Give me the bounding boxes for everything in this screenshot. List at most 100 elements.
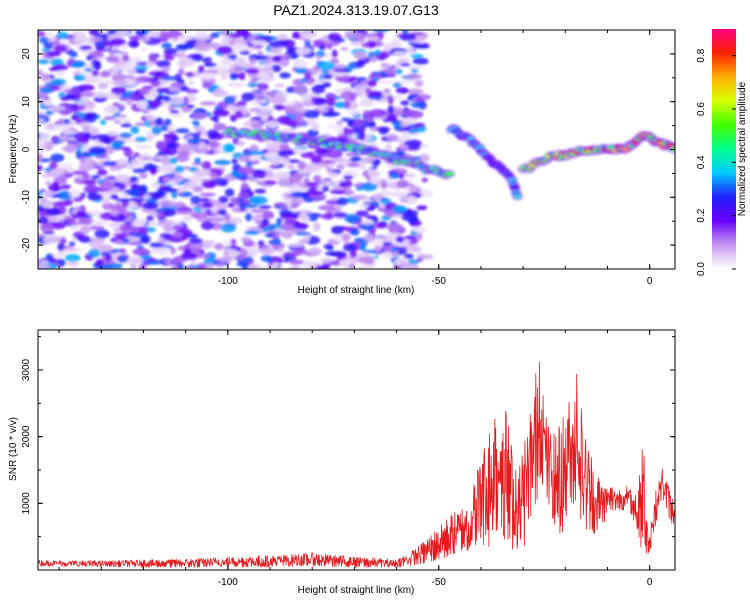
spectrogram-noise-blob: [231, 43, 248, 52]
spectrogram-noise-blob: [360, 157, 375, 164]
spectrogram-noise-blob: [365, 117, 375, 122]
spectrogram-noise-blob: [276, 217, 283, 225]
spectrogram-noise-blob: [277, 150, 292, 156]
spectrogram-noise-blob: [59, 184, 72, 190]
spectrogram-noise-blob: [38, 153, 43, 162]
spectrogram-noise-blob: [273, 171, 291, 180]
spectrogram-noise-blob: [175, 43, 193, 49]
spectrogram-noise-blob: [289, 195, 307, 205]
spectrogram-noise-blob: [228, 249, 240, 257]
spectrogram-noise-blob: [198, 198, 211, 202]
spectrogram-noise-blob: [186, 54, 202, 59]
spectrogram-noise-blob: [241, 204, 259, 209]
spectrogram-noise-blob: [194, 254, 210, 259]
spectrogram-noise-blob: [293, 148, 306, 155]
spectrogram-noise-blob: [257, 240, 265, 246]
spectrogram-noise-blob: [210, 173, 217, 180]
spectrogram-noise-blob: [369, 175, 381, 185]
spectrogram-noise-blob: [342, 175, 354, 180]
spectrogram-noise-blob: [293, 60, 308, 69]
spectrogram-noise-blob: [138, 184, 147, 192]
spectrogram-noise-blob: [273, 104, 285, 111]
spectrogram-noise-blob: [157, 219, 176, 227]
spectrogram-noise-blob: [405, 263, 420, 269]
spectrogram-noise-blob: [104, 145, 115, 155]
spectrogram-noise-blob: [85, 101, 96, 109]
spectrogram-noise-blob: [305, 182, 320, 187]
spectrogram-noise-blob: [291, 250, 305, 256]
spectrogram-noise-blob: [199, 147, 211, 153]
spectrogram-noise-blob: [356, 264, 371, 269]
spectrogram-noise-blob: [57, 118, 65, 127]
spectrogram-noise-blob: [297, 161, 307, 170]
spectrogram-noise-blob: [279, 211, 297, 218]
spectrogram-noise-blob: [421, 177, 428, 183]
spectrogram-noise-blob: [95, 258, 104, 268]
spectrogram-noise-blob: [199, 192, 216, 197]
spectrogram-noise-blob: [139, 172, 148, 179]
spectrogram-noise-blob: [103, 41, 115, 47]
spectrogram-noise-blob: [295, 232, 312, 236]
snr-ytick-label: 2000: [21, 425, 32, 448]
spectrogram-noise-blob: [218, 196, 229, 204]
spectrogram-noise-blob: [103, 202, 111, 210]
spectrogram-noise-blob: [163, 208, 176, 217]
spectrogram-noise-blob: [305, 164, 321, 173]
spectrogram-noise-blob: [357, 161, 366, 170]
spectrogram-noise-blob: [316, 266, 328, 269]
spectrogram-noise-blob: [327, 163, 337, 168]
snr-panel: -100 -50 0 1000 2000 3000 Height of straight …: [8, 329, 676, 596]
spectrogram-noise-blob: [378, 126, 389, 135]
spectrogram-noise-blob: [175, 154, 190, 162]
spectrogram-noise-blob: [248, 57, 257, 65]
spectrogram-noise-blob: [281, 222, 294, 232]
spectrogram-noise-blob: [108, 263, 123, 269]
spectrogram-noise-blob: [109, 209, 120, 216]
spectrogram-noise-blob: [206, 217, 224, 222]
spectrogram-noise-blob: [260, 115, 268, 122]
snr-ytick-label: 1000: [21, 492, 32, 515]
spectrogram-noise-blob: [336, 197, 349, 206]
spectrogram-noise-blob: [171, 190, 178, 199]
spectrogram-noise-blob: [307, 129, 319, 138]
spectrogram-noise-blob: [102, 161, 117, 166]
spectrogram-noise-blob: [250, 122, 264, 130]
spectrogram-noise-blob: [405, 88, 424, 95]
spectrogram-noise-blob: [388, 172, 400, 179]
spectrogram-noise-blob: [386, 222, 403, 232]
spectrogram-noise-blob: [93, 96, 107, 103]
spectrogram-noise-blob: [314, 147, 327, 155]
spectrogram-noise-blob: [264, 233, 276, 238]
spectrogram-noise-blob: [42, 99, 53, 107]
spectrogram-noise-blob: [72, 143, 81, 148]
spectrogram-noise-blob: [182, 166, 190, 170]
spectrogram-noise-blob: [357, 256, 375, 264]
spectrogram-xtick-label: -50: [432, 276, 447, 287]
spectrogram-noise-blob: [245, 213, 253, 222]
spectrogram-noise-blob: [400, 62, 411, 67]
spectrogram-ytick-label: -10: [21, 190, 32, 205]
spectrogram-noise-blob: [386, 133, 399, 141]
spectrogram-noise-blob: [157, 236, 165, 245]
spectrogram-noise-blob: [180, 191, 192, 197]
spectrogram-noise-blob: [399, 57, 411, 64]
spectrogram-noise-blob: [396, 179, 409, 189]
spectrogram-noise-blob: [376, 222, 386, 228]
spectrogram-noise-blob: [151, 247, 164, 253]
spectrogram-noise-blob: [334, 88, 344, 94]
spectrogram-noise-blob: [254, 188, 267, 194]
spectrogram-noise-blob: [227, 68, 243, 74]
spectrogram-noise-blob: [255, 111, 267, 117]
spectrogram-noise-blob: [393, 50, 407, 57]
spectrogram-noise-blob: [319, 45, 326, 51]
spectrogram-noise-blob: [355, 210, 369, 217]
spectrogram-noise-blob: [146, 133, 154, 142]
spectrogram-noise-blob: [359, 100, 375, 107]
spectrogram-noise-blob: [315, 55, 322, 60]
spectrogram-noise-blob: [210, 42, 221, 50]
spectrogram-noise-blob: [245, 67, 259, 75]
spectrogram-noise-blob: [367, 79, 377, 87]
spectrogram-noise-blob: [371, 71, 387, 76]
spectrogram-noise-blob: [135, 68, 147, 74]
